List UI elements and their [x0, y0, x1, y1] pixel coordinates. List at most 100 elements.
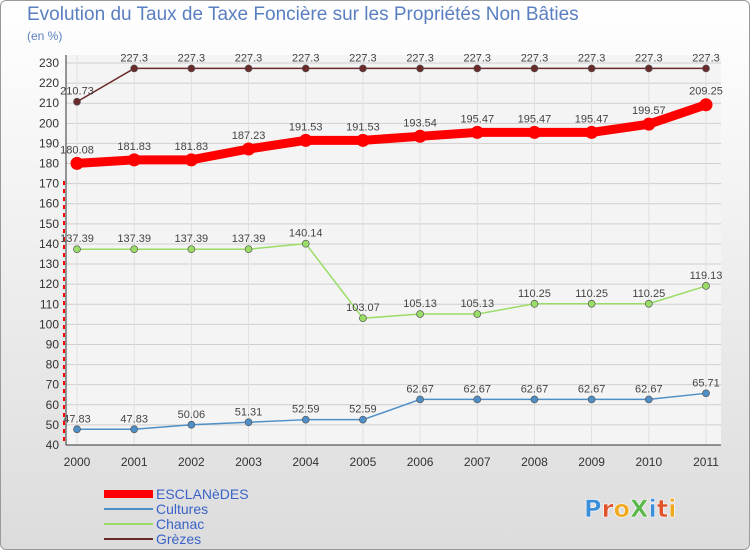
data-label: 191.53	[289, 121, 323, 133]
data-point	[644, 395, 653, 404]
data-point	[416, 64, 424, 73]
y-tick-label: 190	[39, 136, 59, 150]
data-point	[702, 389, 710, 398]
y-tick-label: 140	[39, 237, 59, 251]
proxiti-logo: ProXiti	[584, 495, 676, 523]
data-label: 103.07	[346, 302, 380, 314]
y-tick-label: 200	[39, 116, 59, 130]
data-label: 137.39	[117, 233, 151, 245]
data-point	[130, 245, 139, 254]
data-label: 181.83	[117, 141, 151, 153]
y-tick-label: 160	[39, 197, 59, 211]
data-label: 227.3	[692, 52, 720, 64]
data-label: 62.67	[464, 383, 492, 395]
data-label: 227.3	[178, 52, 206, 64]
y-axis-unit: (en %)	[27, 29, 63, 43]
series-line	[76, 392, 707, 431]
plot-area	[66, 55, 721, 445]
data-point	[73, 97, 81, 106]
data-point	[587, 64, 596, 73]
data-point	[187, 64, 196, 73]
data-label: 110.25	[575, 288, 608, 300]
x-tick-label: 2005	[350, 455, 377, 469]
series-line	[76, 67, 707, 103]
data-point	[70, 156, 84, 170]
data-label: 227.3	[406, 52, 434, 64]
legend-label: ESCLANèDES	[156, 486, 249, 502]
data-label: 62.67	[521, 383, 549, 395]
data-label: 140.14	[289, 228, 323, 240]
data-point	[587, 395, 596, 404]
y-tick-label: 100	[39, 317, 59, 331]
data-point	[359, 314, 367, 323]
data-point	[359, 415, 367, 424]
data-label: 62.67	[635, 383, 663, 395]
y-tick-label: 50	[46, 418, 60, 432]
data-point	[585, 125, 599, 139]
legend-label: Chanac	[156, 516, 204, 532]
data-label: 227.3	[292, 52, 320, 64]
data-label: 227.3	[521, 52, 549, 64]
data-point	[473, 395, 482, 404]
x-tick-label: 2000	[64, 455, 91, 469]
x-tick-label: 2008	[521, 455, 548, 469]
x-tick-label: 2007	[464, 455, 491, 469]
data-label: 227.3	[235, 52, 263, 64]
data-label: 47.83	[63, 413, 91, 425]
y-tick-label: 80	[46, 358, 60, 372]
data-point	[527, 125, 541, 139]
data-point	[244, 245, 253, 254]
data-point	[301, 239, 310, 248]
data-point	[413, 129, 427, 143]
data-point	[416, 395, 424, 404]
y-tick-label: 170	[39, 177, 59, 191]
data-point	[587, 299, 596, 308]
x-tick-label: 2010	[635, 455, 662, 469]
data-label: 195.47	[518, 113, 552, 125]
data-label: 52.59	[292, 404, 320, 416]
data-label: 180.08	[60, 144, 94, 156]
data-point	[299, 133, 313, 147]
data-point	[244, 418, 253, 427]
data-label: 195.47	[575, 113, 609, 125]
data-label: 195.47	[460, 113, 494, 125]
x-tick-label: 2009	[578, 455, 605, 469]
y-tick-label: 70	[46, 378, 60, 392]
data-point	[416, 310, 424, 318]
data-label: 227.3	[464, 52, 492, 64]
data-point	[699, 98, 713, 112]
data-point	[470, 125, 484, 139]
data-point	[530, 299, 539, 308]
data-point	[73, 245, 81, 254]
data-point	[130, 64, 139, 73]
data-point	[359, 64, 367, 73]
data-point	[356, 133, 370, 147]
data-label: 110.25	[518, 288, 551, 300]
data-label: 199.57	[632, 105, 666, 117]
series-line	[72, 100, 711, 168]
data-label: 227.3	[635, 52, 663, 64]
data-label: 193.54	[403, 117, 437, 129]
data-label: 62.67	[406, 383, 434, 395]
data-label: 191.53	[346, 121, 380, 133]
data-label: 227.3	[120, 52, 148, 64]
x-tick-label: 2006	[407, 455, 434, 469]
y-tick-label: 220	[39, 76, 59, 90]
x-tick-label: 2001	[121, 455, 148, 469]
data-label: 52.59	[349, 404, 377, 416]
y-tick-label: 110	[40, 297, 59, 311]
chart-title: Evolution du Taux de Taxe Foncière sur l…	[27, 4, 579, 25]
y-tick-label: 120	[39, 277, 59, 291]
y-tick-label: 210	[39, 96, 59, 110]
data-label: 209.25	[689, 86, 723, 98]
y-tick-label: 150	[39, 217, 59, 231]
data-point	[702, 282, 710, 290]
data-point	[301, 415, 310, 424]
data-label: 119.13	[690, 270, 723, 282]
data-label: 51.31	[235, 406, 263, 418]
series-line	[76, 242, 707, 319]
data-label: 210.73	[60, 86, 94, 98]
data-label: 137.39	[232, 233, 266, 245]
data-point	[301, 64, 310, 73]
